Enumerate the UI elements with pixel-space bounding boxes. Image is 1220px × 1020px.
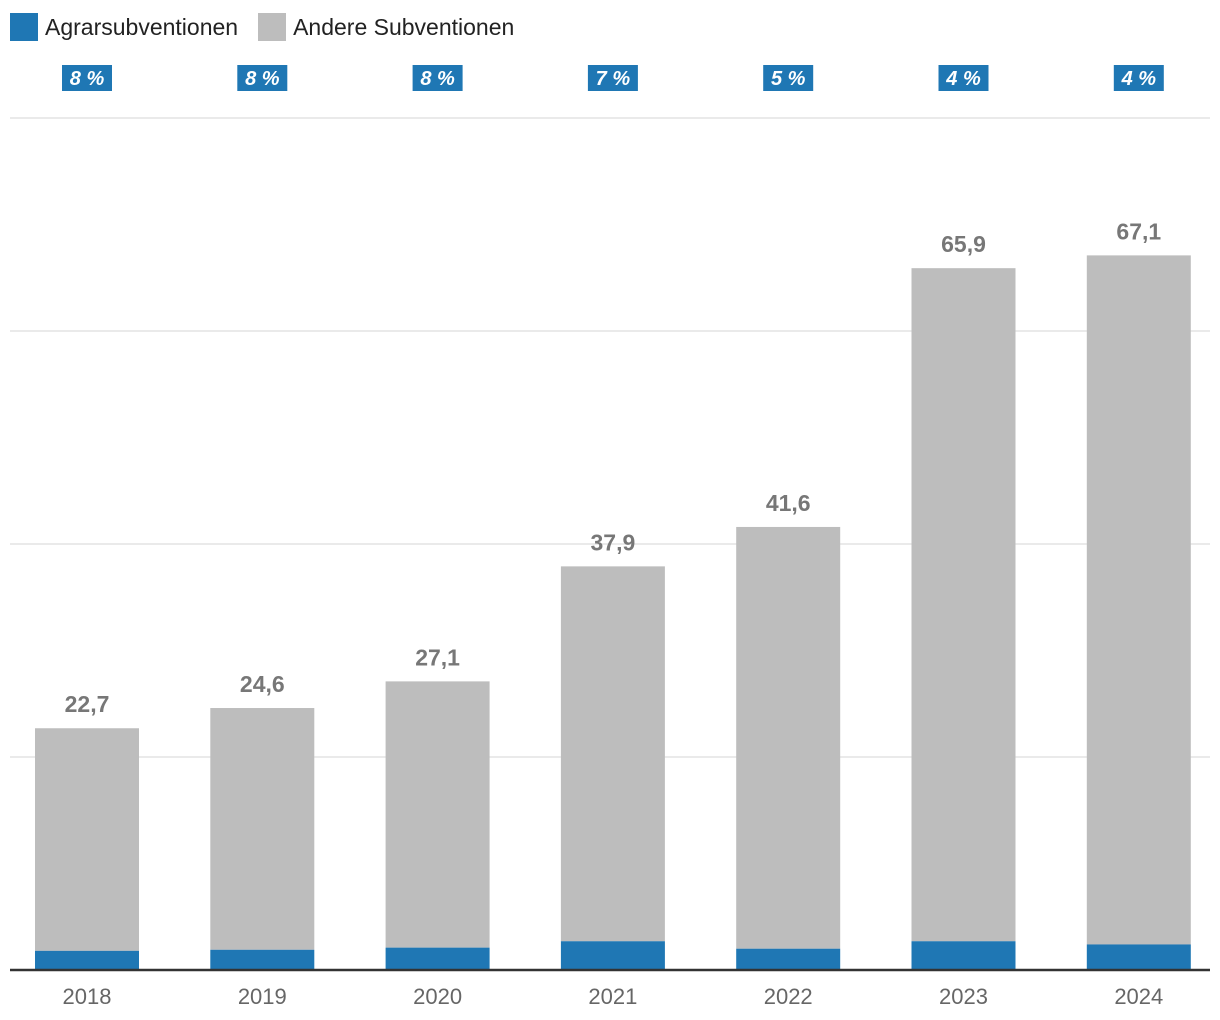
legend-item-agrar: Agrarsubventionen	[10, 13, 238, 41]
x-tick-2021: 2021	[588, 984, 637, 1009]
bar-agrar-2023	[911, 941, 1016, 970]
share-badge-2024	[1113, 65, 1164, 91]
share-badge-2022	[763, 65, 814, 91]
value-label-2018: 22,7	[65, 691, 110, 717]
value-label-2021: 37,9	[591, 529, 636, 555]
value-label-2022: 41,6	[766, 490, 811, 516]
bar-andere-2020	[385, 681, 490, 948]
share-badge-2023	[938, 65, 989, 91]
share-label-2020: 8 %	[420, 68, 455, 90]
bar-agrar-2022	[736, 948, 841, 970]
bar-andere-2024	[1086, 255, 1191, 945]
bar-andere-2019	[210, 708, 315, 950]
legend-swatch-agrar	[10, 13, 38, 41]
x-tick-2020: 2020	[413, 984, 462, 1009]
share-badge-2019	[237, 65, 288, 91]
legend: Agrarsubventionen Andere Subventionen	[10, 12, 534, 42]
bar-agrar-2018	[35, 950, 139, 970]
share-badge-2021	[587, 65, 638, 91]
legend-swatch-andere	[258, 13, 287, 41]
share-label-2019: 8 %	[245, 68, 280, 90]
bar-agrar-2019	[210, 949, 315, 970]
value-label-2019: 24,6	[240, 671, 285, 697]
value-label-2024: 67,1	[1116, 218, 1161, 244]
share-badge-2020	[412, 65, 463, 91]
share-label-2021: 7 %	[596, 68, 631, 90]
x-tick-2018: 2018	[63, 984, 112, 1009]
x-tick-2019: 2019	[238, 984, 287, 1009]
share-label-2022: 5 %	[771, 68, 806, 90]
x-tick-2023: 2023	[939, 984, 988, 1009]
bar-andere-2021	[560, 566, 665, 942]
legend-item-andere: Andere Subventionen	[258, 13, 514, 41]
share-badge-2018	[62, 65, 112, 91]
bar-agrar-2024	[1086, 944, 1191, 970]
legend-label-andere: Andere Subventionen	[293, 13, 515, 40]
value-label-2023: 65,9	[941, 231, 986, 257]
bar-agrar-2021	[560, 941, 665, 970]
share-label-2023: 4 %	[945, 68, 981, 90]
value-label-2020: 27,1	[415, 644, 460, 670]
legend-label-agrar: Agrarsubventionen	[45, 13, 239, 40]
share-label-2018: 8 %	[70, 68, 105, 90]
bar-andere-2022	[736, 526, 841, 949]
share-label-2024: 4 %	[1121, 68, 1157, 90]
x-tick-2024: 2024	[1114, 984, 1163, 1009]
bar-andere-2018	[35, 728, 139, 951]
bar-agrar-2020	[385, 947, 490, 970]
bar-andere-2023	[911, 268, 1016, 942]
x-tick-2022: 2022	[764, 984, 813, 1009]
